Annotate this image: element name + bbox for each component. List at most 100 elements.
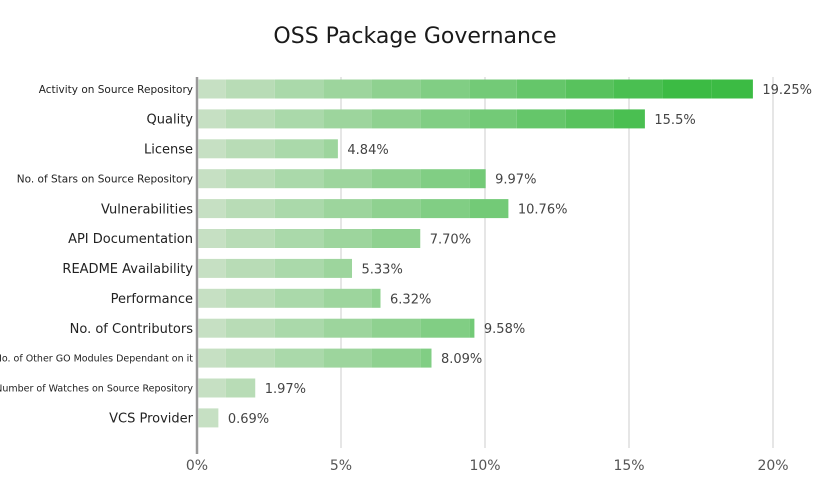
data-label: 1.97% [265, 382, 306, 397]
bar-segment [274, 109, 324, 129]
bar-segment [469, 169, 486, 189]
bar-segment [198, 258, 226, 278]
bar-segment [420, 169, 470, 189]
bar [198, 258, 353, 278]
bar-segment [274, 348, 324, 368]
bar-segment [274, 258, 324, 278]
bar-segment [198, 79, 226, 99]
bar-segment [225, 79, 275, 99]
bar-segment [469, 199, 509, 219]
bar-segment [711, 79, 753, 99]
bar-segment [420, 109, 470, 129]
bar-segment [420, 79, 470, 99]
bar [198, 169, 486, 189]
data-label: 6.32% [390, 292, 431, 307]
bar-segment [323, 109, 372, 129]
bar-segment [516, 79, 566, 99]
data-label: 5.33% [362, 262, 403, 277]
category-labels: Activity on Source Repository Quality Lice… [0, 84, 194, 427]
bar [198, 109, 645, 129]
bar-segment [225, 348, 275, 368]
bar-segment [323, 288, 372, 308]
bar-segment [198, 199, 226, 219]
data-label: 4.84% [347, 143, 388, 158]
data-label: 7.70% [430, 233, 471, 248]
bar-segment [198, 288, 226, 308]
bar-segment [371, 109, 421, 129]
bar-segment [420, 199, 470, 219]
bar-segment [198, 408, 219, 428]
category-label: Vulnerabilities [101, 202, 193, 217]
bar-segment [198, 318, 226, 338]
bar-segment [274, 79, 324, 99]
data-label: 0.69% [228, 412, 269, 427]
bar-segment [420, 348, 432, 368]
category-label: No. of Contributors [70, 322, 194, 337]
value-labels: 19.25% 15.5% 4.84% 9.97% 10.76% 7.70% 5.33% 6.3… [228, 83, 812, 427]
bar-segment [225, 258, 275, 278]
bar-segment [371, 229, 421, 248]
bar-segment [323, 318, 372, 338]
bar-segment [516, 109, 566, 129]
bar-segment [198, 109, 226, 129]
bar-segment [371, 79, 421, 99]
data-label: 8.09% [441, 352, 482, 367]
bar-segment [225, 109, 275, 129]
bar-segment [371, 348, 421, 368]
bar-segment [225, 229, 275, 248]
data-label: 9.58% [484, 322, 525, 337]
bar-segment [323, 199, 372, 219]
x-tick-label: 15% [613, 458, 644, 474]
bar-segment [371, 169, 421, 189]
bar [198, 408, 219, 428]
bar [198, 199, 509, 219]
bar-segment [323, 169, 372, 189]
data-label: 19.25% [762, 83, 812, 98]
chart-title: OSS Package Governance [273, 24, 557, 49]
bar-segment [565, 109, 614, 129]
bar-segment [274, 139, 324, 159]
category-label: Performance [111, 292, 193, 307]
bar-segment [198, 348, 226, 368]
grid-lines [340, 77, 774, 448]
x-tick-label: 10% [469, 458, 500, 474]
bar-segment [323, 139, 338, 159]
bar-segment [469, 109, 517, 129]
bar-segment [225, 139, 275, 159]
bar-segment [565, 79, 614, 99]
bar-segment [274, 288, 324, 308]
bar-segment [198, 229, 226, 248]
bar-segment [371, 318, 421, 338]
category-label: VCS Provider [109, 412, 194, 427]
bar-segment [469, 79, 517, 99]
x-tick-label: 0% [186, 458, 208, 474]
data-label: 10.76% [518, 203, 568, 218]
bar [198, 79, 753, 99]
x-tick-labels: 0% 5% 10% 15% 20% [186, 458, 789, 474]
category-label: README Availability [62, 262, 193, 277]
bar-segment [198, 378, 226, 398]
x-tick-label: 5% [330, 458, 352, 474]
bar-segment [323, 79, 372, 99]
bar [198, 288, 381, 308]
bar-segment [225, 199, 275, 219]
category-label: No. of Stars on Source Repository [17, 173, 193, 185]
category-label: Quality [147, 113, 194, 128]
bar-segment [371, 288, 381, 308]
bar-segment [371, 199, 421, 219]
bar-segment [662, 79, 712, 99]
bar-segment [225, 378, 256, 398]
bar-segment [198, 169, 226, 189]
category-label: Number of Watches on Source Repository [0, 383, 193, 394]
bar-segment [469, 318, 475, 338]
category-label: No. of Other GO Modules Dependant on it [0, 354, 193, 365]
x-tick-label: 20% [757, 458, 788, 474]
bars [198, 79, 753, 428]
category-label: Activity on Source Repository [39, 84, 193, 96]
bar-segment [613, 109, 645, 129]
category-label: API Documentation [68, 232, 193, 247]
bar-segment [274, 199, 324, 219]
bar-segment [323, 229, 372, 248]
bar-segment [225, 288, 275, 308]
